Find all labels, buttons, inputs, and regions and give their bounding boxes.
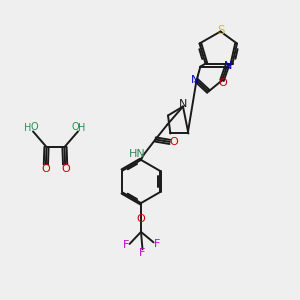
Text: H: H [78, 123, 85, 134]
Text: H: H [24, 123, 31, 134]
Text: F: F [123, 240, 129, 250]
Text: O: O [71, 122, 79, 132]
Text: N: N [224, 61, 232, 71]
Text: N: N [191, 75, 199, 85]
Text: O: O [61, 164, 70, 174]
Text: O: O [136, 214, 146, 224]
Text: N: N [179, 99, 187, 109]
Text: O: O [41, 164, 50, 174]
Text: O: O [218, 78, 227, 88]
Text: F: F [139, 248, 146, 258]
Text: O: O [169, 137, 178, 147]
Text: O: O [31, 122, 39, 132]
Text: S: S [217, 24, 224, 37]
Text: HN: HN [128, 148, 145, 159]
Text: F: F [154, 239, 161, 249]
